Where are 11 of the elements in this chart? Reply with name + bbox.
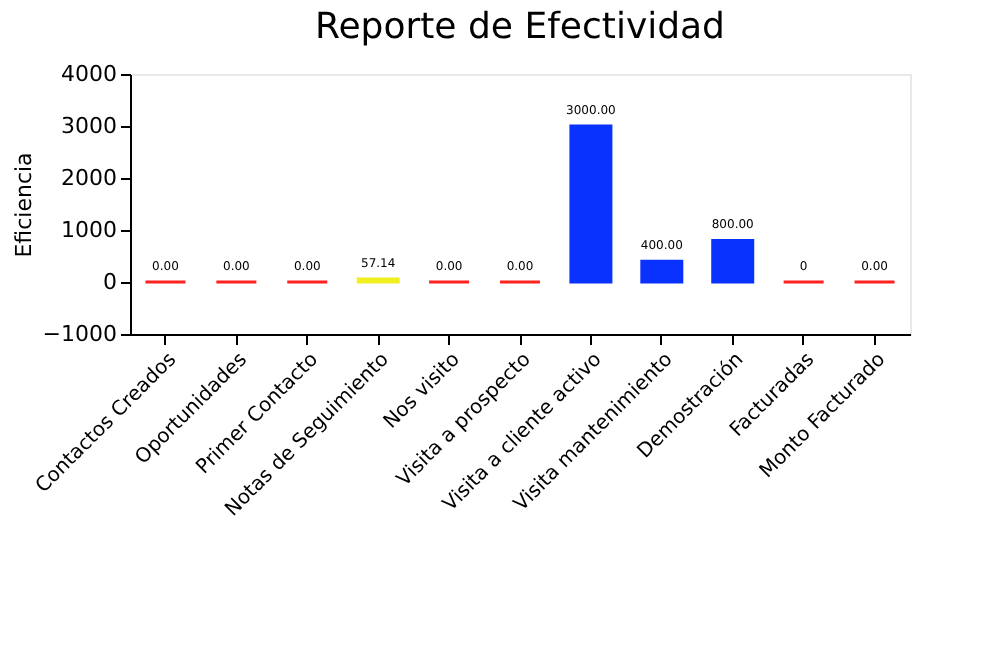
y-tick-label: 3000 [61,113,117,139]
y-tick-label: 0 [103,269,117,295]
bar [711,238,755,284]
y-tick-label: 1000 [61,217,117,243]
y-axis-title: Eficiencia [10,152,37,258]
chart-title: Reporte de Efectividad [315,6,725,48]
y-tick-label: −1000 [42,321,117,347]
bar [569,124,613,284]
y-tick-label: 4000 [61,61,117,87]
bar [640,259,684,284]
y-tick-label: 2000 [61,165,117,191]
